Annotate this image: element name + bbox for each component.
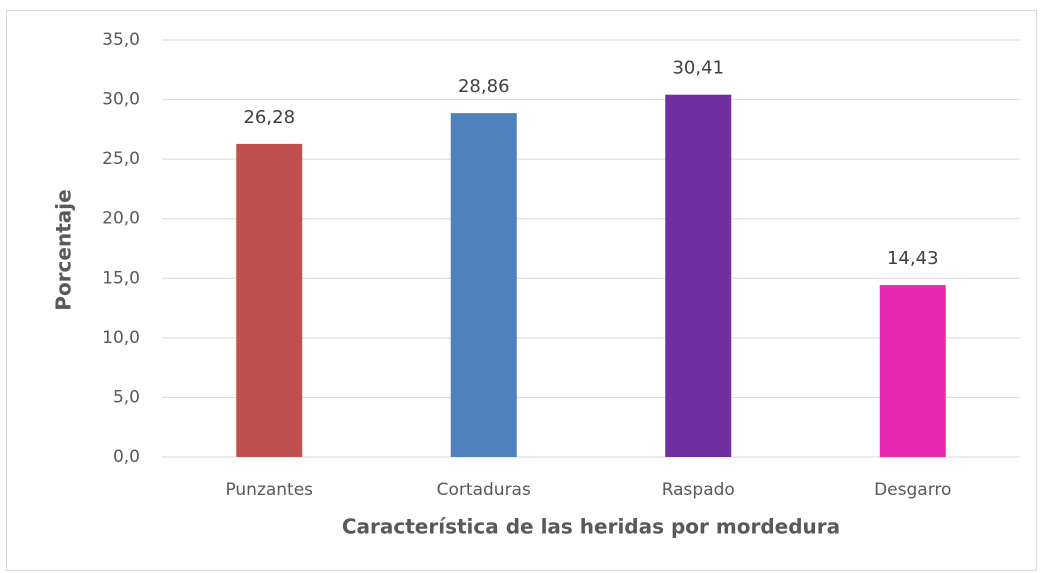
value-label: 26,28 [243, 107, 295, 128]
y-tick-label: 20,0 [102, 209, 140, 229]
y-tick-label: 10,0 [102, 328, 140, 348]
bar [236, 143, 303, 457]
bar [450, 113, 517, 457]
x-axis-title: Característica de las heridas por morded… [342, 515, 840, 539]
y-tick-label: 35,0 [102, 30, 140, 50]
x-tick-label: Cortaduras [437, 480, 531, 500]
value-label: 28,86 [458, 76, 510, 97]
x-tick-label: Desgarro [874, 480, 951, 500]
y-tick-label: 5,0 [113, 387, 140, 407]
y-tick-label: 0,0 [113, 447, 140, 467]
y-tick-label: 25,0 [102, 149, 140, 169]
y-tick-label: 15,0 [102, 268, 140, 288]
value-label: 30,41 [672, 58, 724, 79]
bar [665, 94, 732, 457]
value-label: 14,43 [887, 248, 939, 269]
x-tick-label: Punzantes [225, 480, 313, 500]
x-tick-label: Raspado [662, 480, 735, 500]
y-axis-title: Porcentaje [52, 189, 76, 310]
y-tick-label: 30,0 [102, 90, 140, 110]
chart-frame [6, 10, 1037, 571]
bar [879, 285, 946, 457]
